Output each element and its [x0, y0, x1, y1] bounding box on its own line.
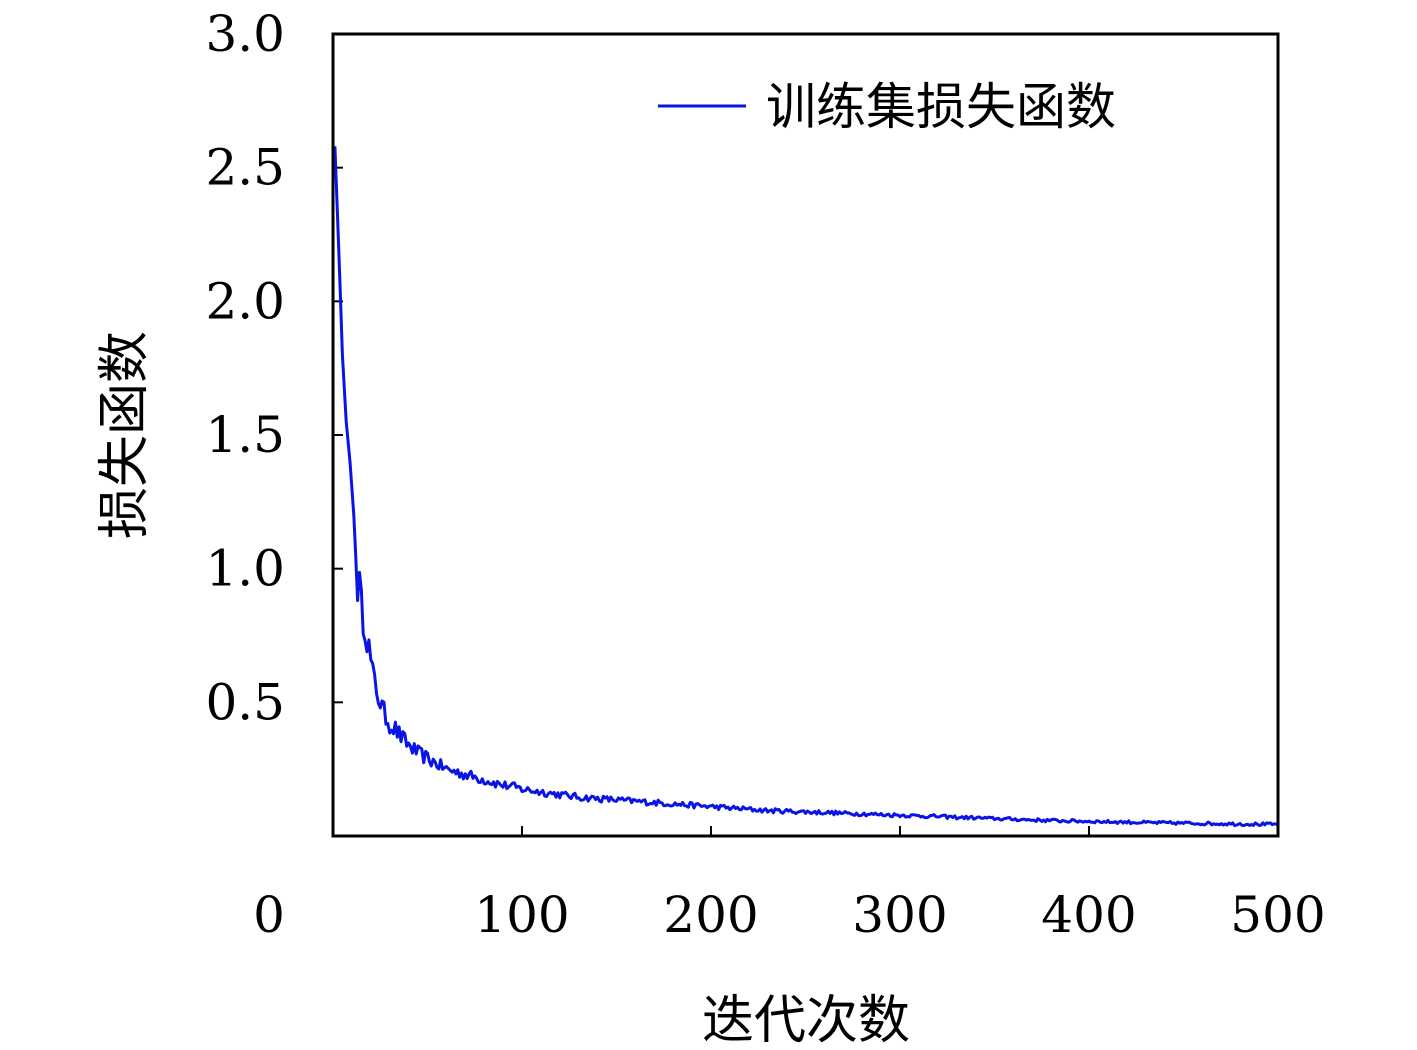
x-tick-label-400: 400	[1041, 886, 1136, 944]
legend-label-training-loss: 训练集损失函数	[766, 78, 1116, 136]
y-tick-label-1.0: 1.0	[205, 540, 285, 598]
x-tick-labels: 0 100 200 300 400 500	[253, 886, 1326, 944]
series-line-training-loss	[333, 146, 1279, 827]
series-layer	[333, 146, 1279, 827]
legend: 训练集损失函数	[658, 78, 1116, 136]
y-tick-label-2.0: 2.0	[205, 272, 285, 330]
y-tick-label-0.5: 0.5	[205, 673, 285, 731]
y-tick-label-2.5: 2.5	[205, 139, 285, 197]
x-tick-label-100: 100	[474, 886, 569, 944]
x-tick-label-200: 200	[663, 886, 758, 944]
y-axis-title: 损失函数	[95, 331, 155, 539]
x-axis-title: 迭代次数	[702, 991, 910, 1050]
y-tick-label-3.0: 3.0	[205, 5, 285, 63]
ticks-layer	[333, 166, 1090, 836]
y-tick-label-1.5: 1.5	[205, 406, 285, 464]
y-tick-labels: 0.5 1.0 1.5 2.0 2.5 3.0	[205, 5, 285, 731]
x-tick-label-0: 0	[253, 886, 285, 944]
x-tick-label-300: 300	[852, 886, 947, 944]
plot-frame	[331, 32, 1280, 838]
x-tick-label-500: 500	[1230, 886, 1325, 944]
